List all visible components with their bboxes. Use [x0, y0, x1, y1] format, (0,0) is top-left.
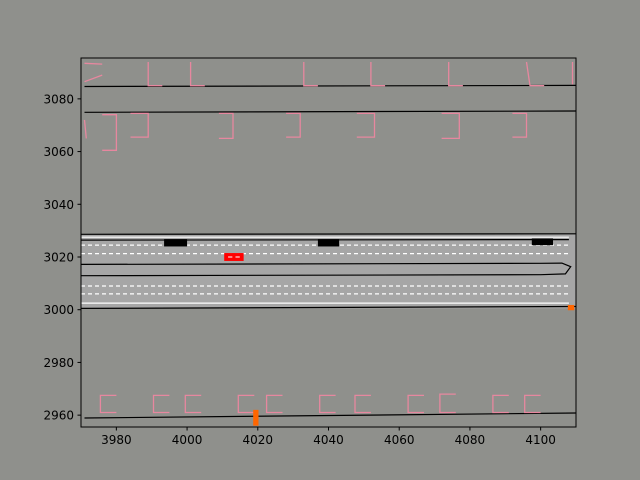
parking-line — [84, 74, 103, 83]
y-tick-label: 3060 — [43, 145, 74, 159]
y-tick-label: 2980 — [43, 356, 74, 370]
x-tick-label: 4100 — [525, 433, 556, 447]
parking-line — [370, 62, 386, 87]
road-edge-line — [81, 305, 576, 309]
parking-line — [354, 394, 371, 414]
parking-line — [84, 62, 103, 65]
parking-line — [99, 394, 117, 414]
road-edge-line — [84, 412, 576, 419]
ego-vehicle — [224, 253, 244, 261]
parking-line — [152, 394, 170, 414]
parking-line — [265, 394, 283, 414]
parking-line — [130, 112, 149, 138]
other-vehicle — [531, 238, 554, 246]
parking-line — [237, 394, 255, 414]
parking-line — [448, 62, 463, 87]
parking-line — [319, 394, 336, 414]
y-tick-label: 2960 — [43, 409, 74, 423]
x-tick-label: 4040 — [313, 433, 344, 447]
parking-line — [303, 62, 318, 87]
x-tick-label: 4020 — [243, 433, 274, 447]
x-tick-label: 3980 — [101, 433, 132, 447]
road-edge-line — [81, 233, 576, 235]
y-tick-label: 3020 — [43, 250, 74, 264]
parking-line — [492, 394, 509, 414]
parking-line — [147, 62, 163, 87]
road-edge-line — [84, 110, 576, 113]
parking-line — [512, 112, 528, 138]
x-tick-label: 4080 — [455, 433, 486, 447]
parking-line — [218, 112, 234, 140]
pedestrian-marker — [567, 304, 575, 311]
parking-line — [189, 62, 205, 87]
parking-line — [441, 112, 460, 140]
y-tick-label: 3080 — [43, 92, 74, 106]
parking-line — [407, 394, 424, 414]
parking-line — [439, 393, 456, 414]
parking-line — [356, 112, 376, 138]
parking-line — [525, 61, 545, 87]
parking-line — [102, 114, 118, 151]
parking-line — [184, 394, 202, 414]
road-edge-line — [81, 262, 572, 277]
y-tick-label: 3040 — [43, 198, 74, 212]
x-tick-label: 4000 — [172, 433, 203, 447]
parking-line — [524, 394, 541, 414]
other-vehicle — [164, 239, 188, 247]
other-vehicle — [317, 239, 340, 247]
axes-layer: 3980 4000 4020 4040 4060 4080 4100 2960 2980 3000… — [43, 92, 555, 447]
road-surface — [81, 234, 576, 309]
road-edge-line — [84, 84, 576, 88]
parking-line — [83, 119, 87, 139]
x-tick-label: 4060 — [384, 433, 415, 447]
pedestrian-marker — [253, 409, 259, 426]
objects-layer — [164, 238, 575, 426]
y-tick-label: 3000 — [43, 303, 74, 317]
road-layer — [81, 234, 576, 309]
parking-line — [286, 112, 301, 138]
